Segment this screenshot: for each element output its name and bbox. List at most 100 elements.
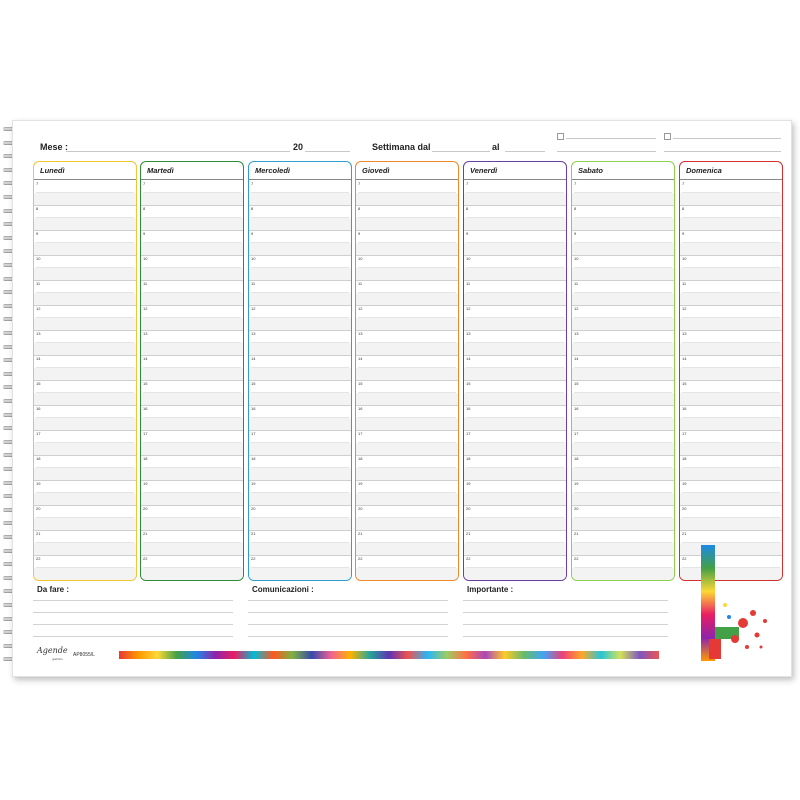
hour-slot[interactable]: 15 [464, 380, 566, 406]
hour-slot[interactable]: 12 [249, 305, 351, 331]
hour-slot[interactable]: 19 [680, 480, 782, 506]
hour-slot[interactable]: 14 [464, 355, 566, 381]
hour-slot[interactable]: 21 [572, 530, 674, 556]
hour-slot[interactable]: 15 [680, 380, 782, 406]
hour-slot[interactable]: 12 [572, 305, 674, 331]
note-line[interactable] [463, 612, 668, 613]
hour-slot[interactable]: 19 [141, 480, 243, 506]
hour-slot[interactable]: 17 [680, 430, 782, 456]
hour-slot[interactable]: 18 [34, 455, 136, 481]
hour-slot[interactable]: 9 [356, 230, 458, 256]
checkbox-2[interactable] [664, 133, 671, 140]
hour-slot[interactable]: 9 [249, 230, 351, 256]
hour-slot[interactable]: 10 [34, 255, 136, 281]
hour-slot[interactable]: 11 [34, 280, 136, 306]
hour-slot[interactable]: 8 [572, 205, 674, 231]
hour-slot[interactable]: 16 [141, 405, 243, 431]
note-line[interactable] [463, 636, 668, 637]
hour-slot[interactable]: 17 [141, 430, 243, 456]
hour-slot[interactable]: 20 [572, 505, 674, 531]
hour-slot[interactable]: 7 [464, 180, 566, 206]
hour-slot[interactable]: 10 [680, 255, 782, 281]
hour-slot[interactable]: 14 [356, 355, 458, 381]
hour-slot[interactable]: 18 [680, 455, 782, 481]
note-line[interactable] [463, 624, 668, 625]
hour-slot[interactable]: 16 [356, 405, 458, 431]
hour-slot[interactable]: 13 [141, 330, 243, 356]
hour-slot[interactable]: 9 [680, 230, 782, 256]
hour-slot[interactable]: 10 [464, 255, 566, 281]
hour-slot[interactable]: 7 [572, 180, 674, 206]
hour-slot[interactable]: 12 [356, 305, 458, 331]
hour-slot[interactable]: 8 [680, 205, 782, 231]
note-line[interactable] [248, 636, 448, 637]
hour-slot[interactable]: 16 [249, 405, 351, 431]
hour-slot[interactable]: 17 [34, 430, 136, 456]
note-line[interactable] [248, 624, 448, 625]
hour-slot[interactable]: 15 [356, 380, 458, 406]
note-line[interactable] [248, 600, 448, 601]
hour-slot[interactable]: 10 [356, 255, 458, 281]
hour-slot[interactable]: 8 [34, 205, 136, 231]
hour-slot[interactable]: 19 [356, 480, 458, 506]
hour-slot[interactable]: 15 [34, 380, 136, 406]
hour-slot[interactable]: 22 [34, 555, 136, 580]
hour-slot[interactable]: 14 [572, 355, 674, 381]
hour-slot[interactable]: 7 [680, 180, 782, 206]
hour-slot[interactable]: 14 [141, 355, 243, 381]
hour-slot[interactable]: 17 [249, 430, 351, 456]
hour-slot[interactable]: 10 [141, 255, 243, 281]
hour-slot[interactable]: 21 [356, 530, 458, 556]
hour-slot[interactable]: 11 [249, 280, 351, 306]
hour-slot[interactable]: 18 [572, 455, 674, 481]
hour-slot[interactable]: 20 [34, 505, 136, 531]
hour-slot[interactable]: 7 [141, 180, 243, 206]
hour-slot[interactable]: 18 [464, 455, 566, 481]
hour-slot[interactable]: 13 [680, 330, 782, 356]
hour-slot[interactable]: 20 [464, 505, 566, 531]
hour-slot[interactable]: 21 [141, 530, 243, 556]
hour-slot[interactable]: 8 [141, 205, 243, 231]
hour-slot[interactable]: 8 [356, 205, 458, 231]
hour-slot[interactable]: 21 [249, 530, 351, 556]
hour-slot[interactable]: 11 [572, 280, 674, 306]
hour-slot[interactable]: 18 [356, 455, 458, 481]
hour-slot[interactable]: 15 [572, 380, 674, 406]
hour-slot[interactable]: 19 [464, 480, 566, 506]
hour-slot[interactable]: 17 [572, 430, 674, 456]
hour-slot[interactable]: 13 [34, 330, 136, 356]
hour-slot[interactable]: 9 [141, 230, 243, 256]
hour-slot[interactable]: 13 [249, 330, 351, 356]
hour-slot[interactable]: 15 [249, 380, 351, 406]
hour-slot[interactable]: 22 [141, 555, 243, 580]
hour-slot[interactable]: 18 [249, 455, 351, 481]
hour-slot[interactable]: 22 [464, 555, 566, 580]
note-line[interactable] [248, 612, 448, 613]
hour-slot[interactable]: 7 [34, 180, 136, 206]
checkbox-1[interactable] [557, 133, 564, 140]
hour-slot[interactable]: 11 [141, 280, 243, 306]
hour-slot[interactable]: 19 [249, 480, 351, 506]
hour-slot[interactable]: 9 [464, 230, 566, 256]
hour-slot[interactable]: 8 [249, 205, 351, 231]
hour-slot[interactable]: 19 [34, 480, 136, 506]
note-line[interactable] [463, 600, 668, 601]
hour-slot[interactable]: 9 [572, 230, 674, 256]
hour-slot[interactable]: 12 [464, 305, 566, 331]
hour-slot[interactable]: 22 [356, 555, 458, 580]
hour-slot[interactable]: 16 [680, 405, 782, 431]
hour-slot[interactable]: 13 [464, 330, 566, 356]
hour-slot[interactable]: 21 [34, 530, 136, 556]
hour-slot[interactable]: 19 [572, 480, 674, 506]
hour-slot[interactable]: 14 [249, 355, 351, 381]
hour-slot[interactable]: 20 [249, 505, 351, 531]
hour-slot[interactable]: 17 [464, 430, 566, 456]
hour-slot[interactable]: 13 [356, 330, 458, 356]
hour-slot[interactable]: 20 [141, 505, 243, 531]
hour-slot[interactable]: 14 [34, 355, 136, 381]
hour-slot[interactable]: 11 [464, 280, 566, 306]
hour-slot[interactable]: 12 [141, 305, 243, 331]
hour-slot[interactable]: 18 [141, 455, 243, 481]
hour-slot[interactable]: 16 [464, 405, 566, 431]
hour-slot[interactable]: 13 [572, 330, 674, 356]
